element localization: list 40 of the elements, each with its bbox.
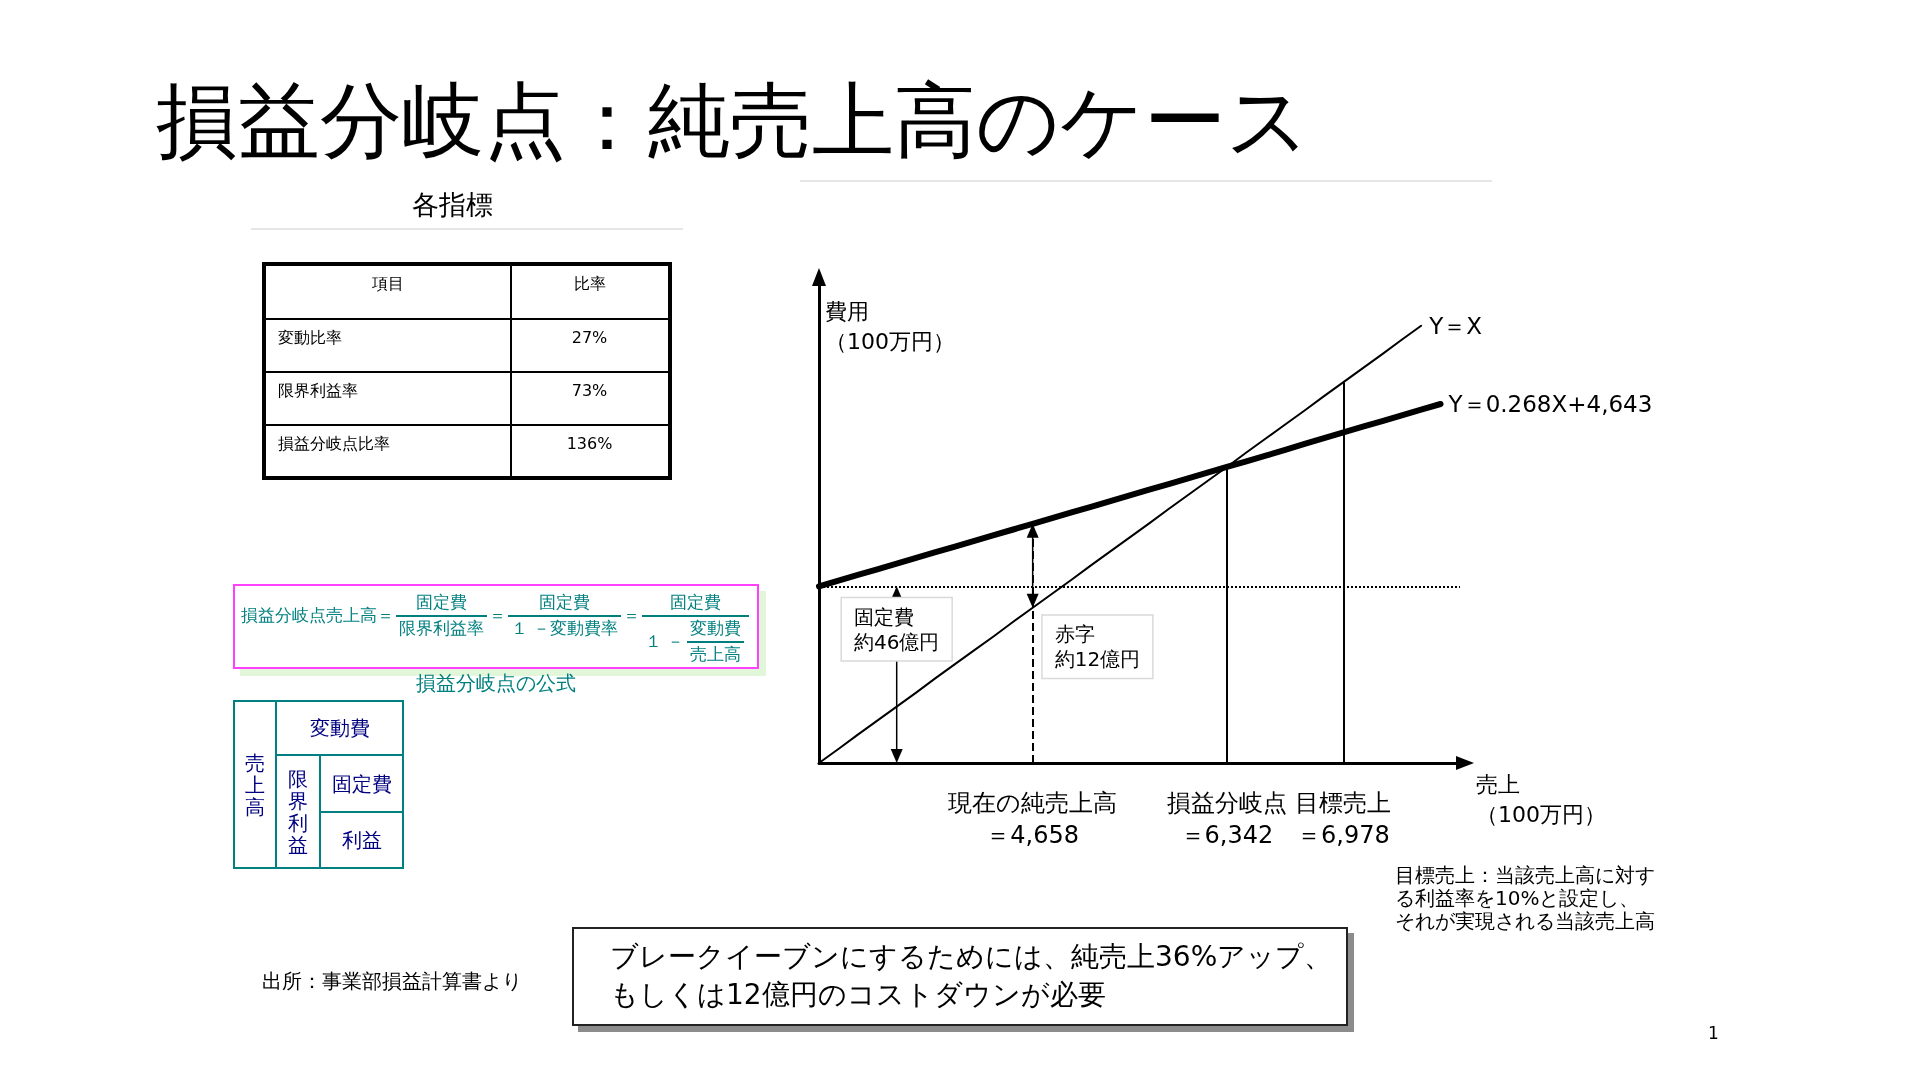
x-tick-label: 損益分岐点＝6,342 xyxy=(1166,789,1287,849)
text: 136% xyxy=(566,434,613,453)
text: 限界利益率 xyxy=(278,381,358,400)
text: １ － xyxy=(645,632,685,651)
text: 利益 xyxy=(341,828,382,852)
annotation: 固定費約46億円 xyxy=(853,604,940,654)
x-axis-title: 売上（100万円） xyxy=(1476,771,1606,827)
chart-title: 損益分岐点：純売上高のケース xyxy=(156,72,1310,168)
text: 固定費 xyxy=(331,771,392,796)
text: 各指標 xyxy=(411,189,493,220)
text: 出所：事業部損益計算書より xyxy=(262,969,522,993)
text: １ －変動費率 xyxy=(511,618,619,640)
text: 売上高 xyxy=(689,644,741,666)
text: 項目 xyxy=(371,274,404,293)
text: 73% xyxy=(571,381,608,400)
text: 固定費 xyxy=(416,593,467,612)
text: 限界利益 xyxy=(288,766,308,857)
text: 損益分岐点比率 xyxy=(278,434,390,453)
x-tick-label: 現在の純売上高＝4,658 xyxy=(948,789,1118,849)
text: 目標売上：当該売上高に対する利益率を10%と設定し、それが実現される当該売上高 xyxy=(1395,863,1655,933)
series-label: Y＝0.268X+4,643 xyxy=(1447,391,1653,417)
text: 1 xyxy=(1708,1023,1719,1043)
y-axis-title: 費用（100万円） xyxy=(825,298,955,354)
text: ブレークイーブンにするためには、純売上36%アップ、もしくは12億円のコストダウンが必要 xyxy=(610,940,1333,1011)
text: 売上高 xyxy=(245,750,265,819)
annotation: 赤字約12億円 xyxy=(1054,622,1141,672)
text: 27% xyxy=(571,328,608,347)
text: 固定費 xyxy=(539,593,591,612)
series-label: Y＝X xyxy=(1428,312,1483,339)
text: 固定費 xyxy=(669,593,721,612)
x-tick-label: 目標売上＝6,978 xyxy=(1295,789,1392,849)
text: 変動費 xyxy=(689,619,741,638)
text: 損益分岐点売上高＝ xyxy=(241,606,394,625)
text: 変動費 xyxy=(309,716,370,740)
text: ＝ xyxy=(623,606,641,625)
text: 比率 xyxy=(573,274,606,293)
text: ＝ xyxy=(489,606,506,625)
text: 損益分岐点の公式 xyxy=(416,671,576,695)
text: 限界利益率 xyxy=(399,618,484,640)
text: 変動比率 xyxy=(278,328,342,347)
